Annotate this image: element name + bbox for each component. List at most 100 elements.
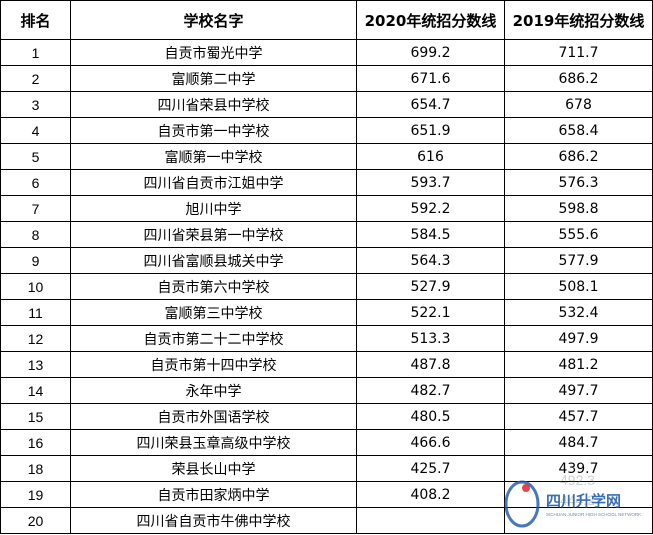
cell-score-2019: 497.7 xyxy=(504,377,653,404)
cell-score-2019 xyxy=(504,507,653,534)
cell-score-2020: 466.6 xyxy=(356,429,505,456)
faded-values: 492.3 444.2 xyxy=(560,470,595,510)
cell-score-2020: 487.8 xyxy=(356,351,505,378)
table-row: 3 四川省荣县中学校 654.7 678 xyxy=(0,91,653,118)
cell-rank: 18 xyxy=(0,455,71,482)
cell-school: 四川荣县玉章高级中学校 xyxy=(70,429,357,456)
cell-school: 四川省荣县中学校 xyxy=(70,91,357,118)
table-row: 1 自贡市蜀光中学 699.2 711.7 xyxy=(0,39,653,66)
cell-score-2019: 577.9 xyxy=(504,247,653,274)
cell-rank: 13 xyxy=(0,351,71,378)
header-row: 排名 学校名字 2020年统招分数线 2019年统招分数线 xyxy=(0,0,653,40)
cell-score-2020: 699.2 xyxy=(356,39,505,66)
cell-score-2019: 686.2 xyxy=(504,143,653,170)
cell-score-2020 xyxy=(356,507,505,534)
cell-score-2019: 678 xyxy=(504,91,653,118)
cell-score-2019: 457.7 xyxy=(504,403,653,430)
cell-school: 荣县长山中学 xyxy=(70,455,357,482)
cell-school: 四川省自贡市江姐中学 xyxy=(70,169,357,196)
cell-score-2020: 671.6 xyxy=(356,65,505,92)
cell-school: 四川省自贡市牛佛中学校 xyxy=(70,507,357,534)
cell-rank: 6 xyxy=(0,169,71,196)
cell-school: 富顺第二中学 xyxy=(70,65,357,92)
table-row: 19 自贡市田家炳中学 408.2 xyxy=(0,481,653,508)
table-row: 14 永年中学 482.7 497.7 xyxy=(0,377,653,404)
cell-score-2019: 598.8 xyxy=(504,195,653,222)
cell-school: 旭川中学 xyxy=(70,195,357,222)
cell-rank: 20 xyxy=(0,507,71,534)
header-score-2019: 2019年统招分数线 xyxy=(504,0,653,40)
cell-rank: 10 xyxy=(0,273,71,300)
cell-rank: 15 xyxy=(0,403,71,430)
cell-rank: 7 xyxy=(0,195,71,222)
header-score-2020: 2020年统招分数线 xyxy=(356,0,505,40)
cell-score-2019: 532.4 xyxy=(504,299,653,326)
cell-school: 自贡市外国语学校 xyxy=(70,403,357,430)
header-rank: 排名 xyxy=(0,0,71,40)
cell-school: 自贡市第二十二中学校 xyxy=(70,325,357,352)
cell-rank: 9 xyxy=(0,247,71,274)
cell-rank: 3 xyxy=(0,91,71,118)
cell-score-2019: 481.2 xyxy=(504,351,653,378)
cell-score-2019: 658.4 xyxy=(504,117,653,144)
cell-rank: 12 xyxy=(0,325,71,352)
cell-score-2020: 408.2 xyxy=(356,481,505,508)
cell-score-2020: 527.9 xyxy=(356,273,505,300)
cell-score-2020: 654.7 xyxy=(356,91,505,118)
cell-rank: 2 xyxy=(0,65,71,92)
table-row: 13 自贡市第十四中学校 487.8 481.2 xyxy=(0,351,653,378)
cell-school: 自贡市蜀光中学 xyxy=(70,39,357,66)
table-row: 9 四川省富顺县城关中学 564.3 577.9 xyxy=(0,247,653,274)
cell-rank: 1 xyxy=(0,39,71,66)
table-row: 12 自贡市第二十二中学校 513.3 497.9 xyxy=(0,325,653,352)
cell-score-2019: 497.9 xyxy=(504,325,653,352)
cell-score-2019: 686.2 xyxy=(504,65,653,92)
cell-rank: 19 xyxy=(0,481,71,508)
cell-school: 富顺第三中学校 xyxy=(70,299,357,326)
cell-school: 永年中学 xyxy=(70,377,357,404)
cell-score-2020: 584.5 xyxy=(356,221,505,248)
table-row: 4 自贡市第一中学校 651.9 658.4 xyxy=(0,117,653,144)
cell-score-2020: 616 xyxy=(356,143,505,170)
cell-score-2020: 564.3 xyxy=(356,247,505,274)
cell-score-2020: 592.2 xyxy=(356,195,505,222)
cell-school: 自贡市田家炳中学 xyxy=(70,481,357,508)
cell-score-2020: 513.3 xyxy=(356,325,505,352)
cell-rank: 5 xyxy=(0,143,71,170)
cell-rank: 14 xyxy=(0,377,71,404)
table-row: 18 荣县长山中学 425.7 439.7 xyxy=(0,455,653,482)
cell-score-2020: 482.7 xyxy=(356,377,505,404)
cell-school: 富顺第一中学校 xyxy=(70,143,357,170)
table-row: 2 富顺第二中学 671.6 686.2 xyxy=(0,65,653,92)
cell-score-2019: 508.1 xyxy=(504,273,653,300)
table-row: 16 四川荣县玉章高级中学校 466.6 484.7 xyxy=(0,429,653,456)
cell-rank: 16 xyxy=(0,429,71,456)
cell-score-2020: 425.7 xyxy=(356,455,505,482)
table-row: 5 富顺第一中学校 616 686.2 xyxy=(0,143,653,170)
table-row: 6 四川省自贡市江姐中学 593.7 576.3 xyxy=(0,169,653,196)
cell-score-2020: 651.9 xyxy=(356,117,505,144)
cell-score-2020: 480.5 xyxy=(356,403,505,430)
table-row: 20 四川省自贡市牛佛中学校 xyxy=(0,507,653,534)
faded-value: 492.3 xyxy=(560,472,596,488)
cell-score-2019: 439.7 xyxy=(504,455,653,482)
cell-school: 自贡市第六中学校 xyxy=(70,273,357,300)
cell-rank: 11 xyxy=(0,299,71,326)
cell-score-2019: 711.7 xyxy=(504,39,653,66)
cell-rank: 4 xyxy=(0,117,71,144)
cell-school: 四川省富顺县城关中学 xyxy=(70,247,357,274)
cell-rank: 8 xyxy=(0,221,71,248)
table-body: 1 自贡市蜀光中学 699.2 711.7 2 富顺第二中学 671.6 686.2 3 四川省荣… xyxy=(0,39,653,534)
cell-score-2020: 522.1 xyxy=(356,299,505,326)
cell-school: 自贡市第一中学校 xyxy=(70,117,357,144)
header-school: 学校名字 xyxy=(70,0,357,40)
cell-score-2019: 576.3 xyxy=(504,169,653,196)
cell-school: 自贡市第十四中学校 xyxy=(70,351,357,378)
table-row: 8 四川省荣县第一中学校 584.5 555.6 xyxy=(0,221,653,248)
cell-score-2020: 593.7 xyxy=(356,169,505,196)
cell-score-2019: 555.6 xyxy=(504,221,653,248)
cell-score-2019: 484.7 xyxy=(504,429,653,456)
faded-value: 444.2 xyxy=(560,492,596,508)
table-row: 11 富顺第三中学校 522.1 532.4 xyxy=(0,299,653,326)
